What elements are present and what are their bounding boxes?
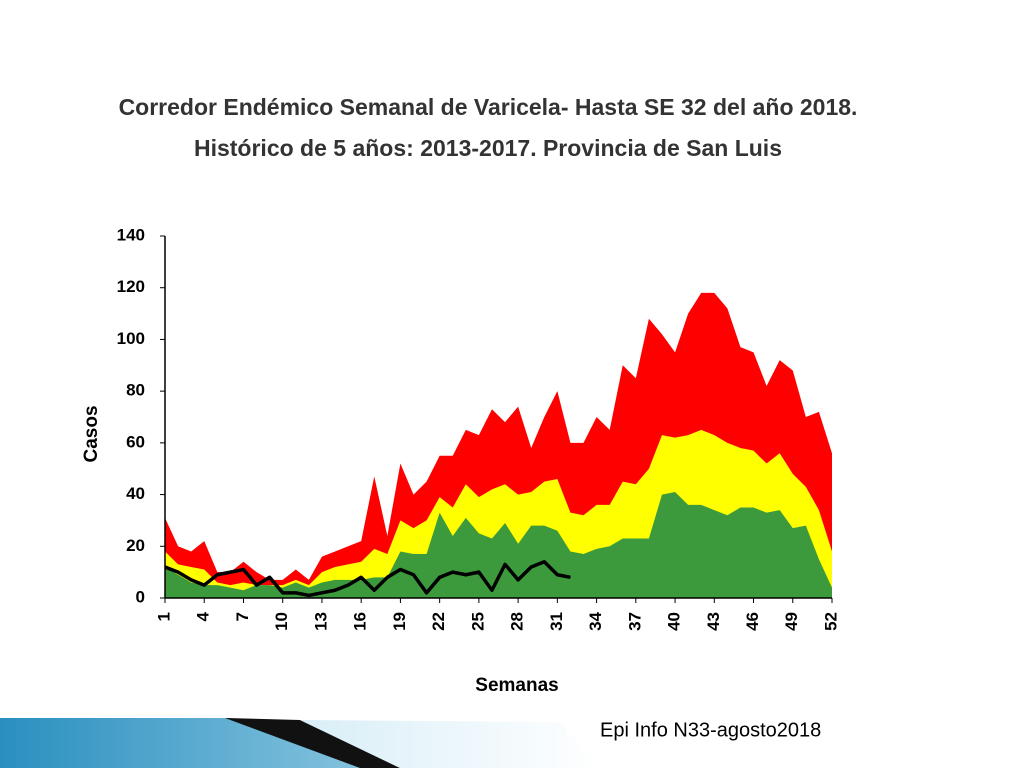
x-tick-label: 19 <box>390 612 409 631</box>
x-tick-label: 13 <box>311 612 330 631</box>
x-tick-label: 1 <box>154 612 173 621</box>
decor-swoosh <box>225 718 400 768</box>
x-axis-label: Semanas <box>475 675 558 696</box>
x-tick-label: 16 <box>351 612 370 631</box>
x-tick-label: 22 <box>429 612 448 631</box>
data-area <box>165 491 832 598</box>
y-tick-label: 40 <box>126 484 145 503</box>
x-tick-label: 52 <box>821 612 840 631</box>
x-tick-label: 4 <box>194 611 213 621</box>
x-tick-label: 49 <box>782 612 801 631</box>
y-tick-label: 140 <box>117 225 145 244</box>
decor-swoosh <box>300 720 600 768</box>
x-tick-label: 28 <box>508 612 527 631</box>
y-tick-label: 20 <box>126 536 145 555</box>
y-tick-label: 0 <box>136 587 145 606</box>
y-tick-label: 60 <box>126 432 145 451</box>
footer: Epi Info N33-agosto2018 <box>600 719 821 741</box>
x-tick-label: 37 <box>625 612 644 631</box>
x-tick-label: 31 <box>547 612 566 631</box>
y-tick-label: 100 <box>117 329 145 348</box>
x-tick-label: 46 <box>743 612 762 631</box>
x-tick-label: 25 <box>468 612 487 631</box>
x-tick-label: 10 <box>272 612 291 631</box>
x-tick-label: 40 <box>665 612 684 631</box>
x-tick-label: 43 <box>704 612 723 631</box>
chart-subtitle: Histórico de 5 años: 2013-2017. Provinci… <box>194 135 782 161</box>
y-tick-label: 80 <box>126 381 145 400</box>
x-tick-label: 34 <box>586 611 605 630</box>
data-line <box>164 560 571 598</box>
chart-title: Corredor Endémico Semanal de Varicela- H… <box>119 94 858 120</box>
y-axis-label: Casos <box>81 405 102 462</box>
x-tick-label: 7 <box>233 612 252 621</box>
y-tick-label: 120 <box>117 277 145 296</box>
